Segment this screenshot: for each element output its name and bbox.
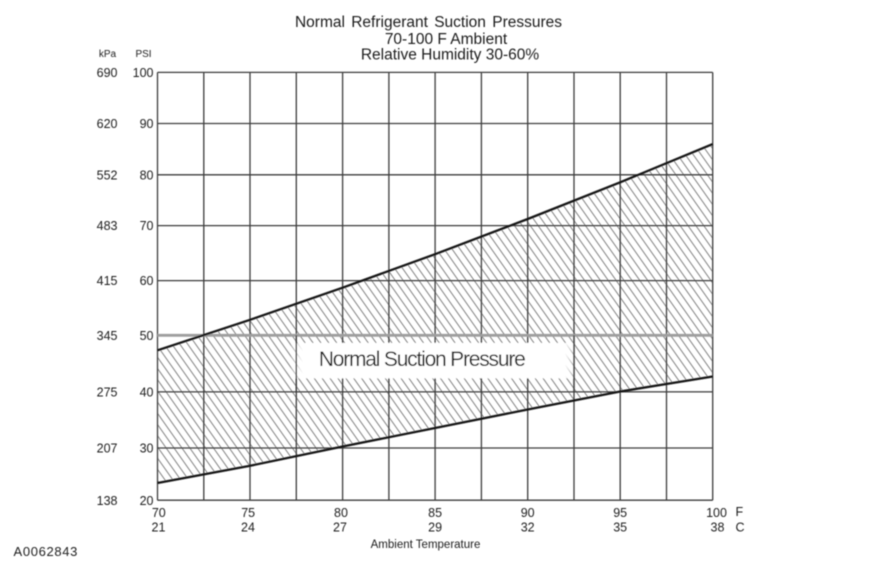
svg-text:Normal Suction Pressure: Normal Suction Pressure xyxy=(319,348,525,371)
svg-text:21: 21 xyxy=(152,521,166,535)
svg-text:70: 70 xyxy=(152,506,166,520)
svg-text:PSI: PSI xyxy=(135,49,151,60)
svg-text:35: 35 xyxy=(613,521,627,535)
svg-text:27: 27 xyxy=(333,521,347,535)
svg-text:275: 275 xyxy=(97,386,118,400)
svg-text:70: 70 xyxy=(140,219,154,233)
svg-text:kPa: kPa xyxy=(99,49,117,60)
svg-text:85: 85 xyxy=(428,506,442,520)
svg-text:100: 100 xyxy=(706,506,727,520)
svg-text:32: 32 xyxy=(521,521,535,535)
svg-text:207: 207 xyxy=(97,442,118,456)
svg-text:F: F xyxy=(736,505,744,519)
svg-text:30: 30 xyxy=(140,442,154,456)
svg-text:345: 345 xyxy=(97,329,118,343)
svg-text:415: 415 xyxy=(97,274,118,288)
svg-text:A0062843: A0062843 xyxy=(14,544,78,559)
svg-text:50: 50 xyxy=(140,329,154,343)
svg-text:90: 90 xyxy=(140,117,154,131)
svg-text:24: 24 xyxy=(241,521,255,535)
svg-text:483: 483 xyxy=(97,219,118,233)
svg-text:20: 20 xyxy=(140,494,154,508)
svg-text:90: 90 xyxy=(521,506,535,520)
svg-text:690: 690 xyxy=(97,66,118,80)
svg-text:100: 100 xyxy=(133,66,154,80)
svg-text:138: 138 xyxy=(97,494,118,508)
svg-text:Relative Humidity 30-60%: Relative Humidity 30-60% xyxy=(361,47,540,64)
svg-text:552: 552 xyxy=(97,168,118,182)
svg-text:620: 620 xyxy=(97,117,118,131)
svg-text:Ambient Temperature: Ambient Temperature xyxy=(371,539,481,551)
svg-text:Normal Refrigerant Suction Pre: Normal Refrigerant Suction Pressures xyxy=(295,14,562,31)
svg-text:60: 60 xyxy=(140,274,154,288)
svg-text:75: 75 xyxy=(241,506,255,520)
svg-text:38: 38 xyxy=(711,521,725,535)
svg-text:80: 80 xyxy=(334,506,348,520)
svg-text:80: 80 xyxy=(140,168,154,182)
svg-text:29: 29 xyxy=(428,521,442,535)
svg-text:70-100 F Ambient: 70-100 F Ambient xyxy=(385,31,508,48)
svg-text:C: C xyxy=(736,521,745,535)
svg-text:40: 40 xyxy=(140,386,154,400)
svg-text:95: 95 xyxy=(613,506,627,520)
